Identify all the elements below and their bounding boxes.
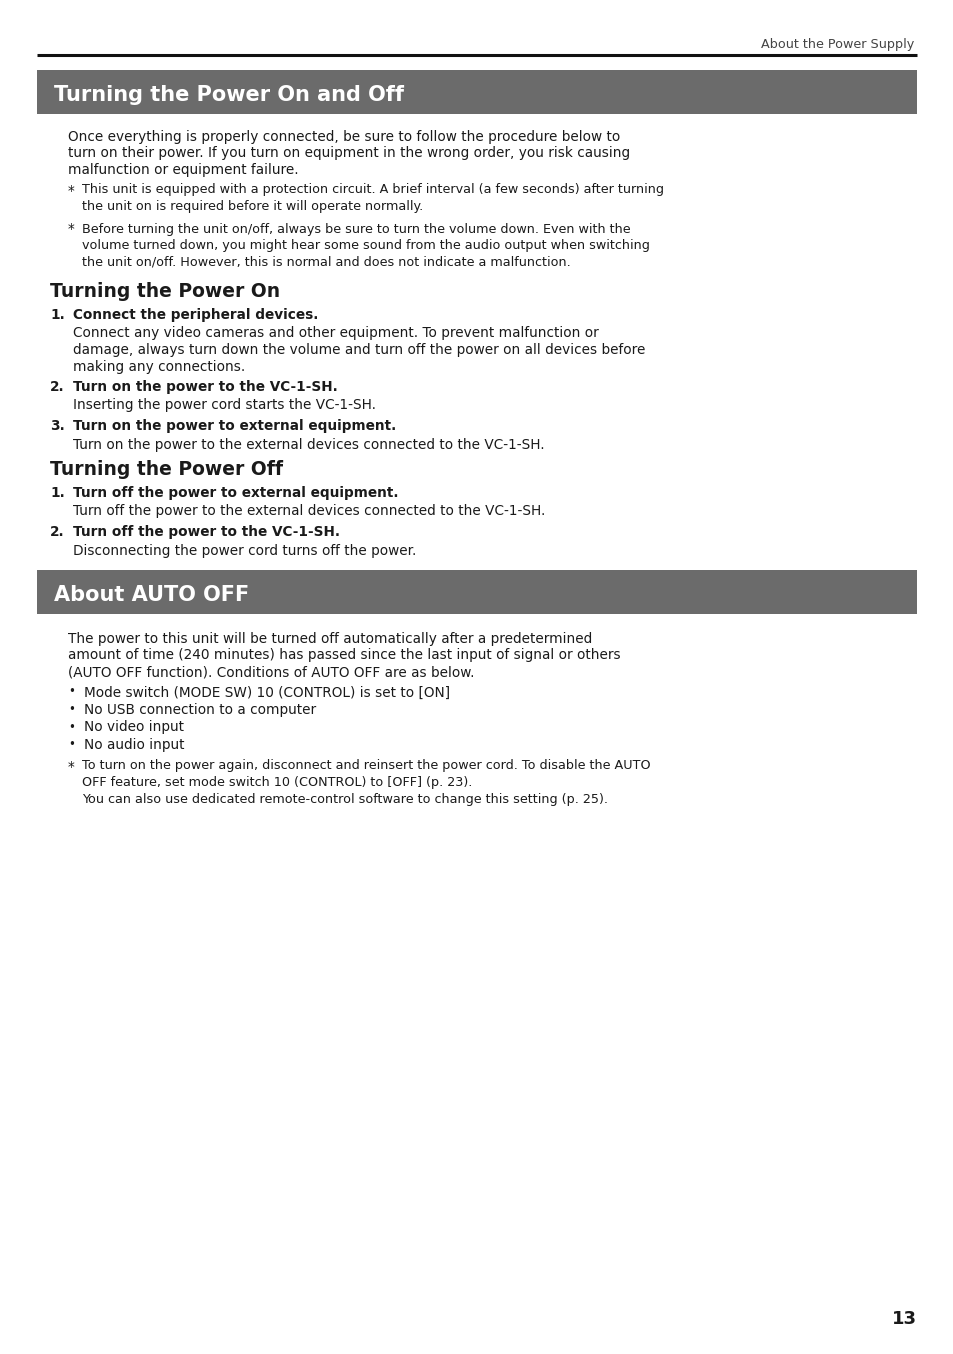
Text: •: • xyxy=(68,703,74,716)
Text: OFF feature, set mode switch 10 (CONTROL) to [OFF] (p. 23).: OFF feature, set mode switch 10 (CONTROL… xyxy=(82,776,472,789)
Text: Turning the Power On: Turning the Power On xyxy=(50,282,280,301)
Text: No audio input: No audio input xyxy=(84,738,184,751)
Text: Once everything is properly connected, be sure to follow the procedure below to: Once everything is properly connected, b… xyxy=(68,130,619,144)
Text: Turn off the power to the external devices connected to the VC-1-SH.: Turn off the power to the external devic… xyxy=(73,505,545,519)
Text: 1.: 1. xyxy=(50,307,65,322)
Text: Turn on the power to external equipment.: Turn on the power to external equipment. xyxy=(73,418,395,433)
Text: You can also use dedicated remote-control software to change this setting (p. 25: You can also use dedicated remote-contro… xyxy=(82,792,607,806)
Bar xyxy=(37,570,916,613)
Text: •: • xyxy=(68,738,74,751)
Text: damage, always turn down the volume and turn off the power on all devices before: damage, always turn down the volume and … xyxy=(73,343,644,357)
Text: the unit on is required before it will operate normally.: the unit on is required before it will o… xyxy=(82,200,423,213)
Bar xyxy=(37,70,916,114)
Text: Turn on the power to the VC-1-SH.: Turn on the power to the VC-1-SH. xyxy=(73,380,337,394)
Text: Turn off the power to the VC-1-SH.: Turn off the power to the VC-1-SH. xyxy=(73,525,339,539)
Text: •: • xyxy=(68,720,74,734)
Text: This unit is equipped with a protection circuit. A brief interval (a few seconds: This unit is equipped with a protection … xyxy=(82,184,663,196)
Text: 2.: 2. xyxy=(50,525,65,539)
Text: turn on their power. If you turn on equipment in the wrong order, you risk causi: turn on their power. If you turn on equi… xyxy=(68,146,630,161)
Text: Connect the peripheral devices.: Connect the peripheral devices. xyxy=(73,307,318,322)
Text: About AUTO OFF: About AUTO OFF xyxy=(54,585,249,605)
Text: Turning the Power Off: Turning the Power Off xyxy=(50,460,283,479)
Text: Mode switch (MODE SW) 10 (CONTROL) is set to [ON]: Mode switch (MODE SW) 10 (CONTROL) is se… xyxy=(84,685,450,700)
Text: Turn off the power to external equipment.: Turn off the power to external equipment… xyxy=(73,486,398,500)
Text: Inserting the power cord starts the VC-1-SH.: Inserting the power cord starts the VC-1… xyxy=(73,398,375,413)
Text: volume turned down, you might hear some sound from the audio output when switchi: volume turned down, you might hear some … xyxy=(82,240,649,252)
Text: To turn on the power again, disconnect and reinsert the power cord. To disable t: To turn on the power again, disconnect a… xyxy=(82,760,650,773)
Text: 13: 13 xyxy=(891,1311,916,1328)
Text: Turning the Power On and Off: Turning the Power On and Off xyxy=(54,85,403,106)
Text: (AUTO OFF function). Conditions of AUTO OFF are as below.: (AUTO OFF function). Conditions of AUTO … xyxy=(68,665,474,678)
Text: making any connections.: making any connections. xyxy=(73,360,245,374)
Text: *: * xyxy=(68,760,74,773)
Text: 2.: 2. xyxy=(50,380,65,394)
Text: *: * xyxy=(68,222,74,237)
Text: amount of time (240 minutes) has passed since the last input of signal or others: amount of time (240 minutes) has passed … xyxy=(68,649,620,662)
Text: *: * xyxy=(68,184,74,198)
Text: 1.: 1. xyxy=(50,486,65,500)
Text: the unit on/off. However, this is normal and does not indicate a malfunction.: the unit on/off. However, this is normal… xyxy=(82,256,570,268)
Text: Disconnecting the power cord turns off the power.: Disconnecting the power cord turns off t… xyxy=(73,543,416,558)
Text: No video input: No video input xyxy=(84,720,184,734)
Text: No USB connection to a computer: No USB connection to a computer xyxy=(84,703,315,718)
Text: About the Power Supply: About the Power Supply xyxy=(760,38,913,51)
Text: Before turning the unit on/off, always be sure to turn the volume down. Even wit: Before turning the unit on/off, always b… xyxy=(82,222,630,236)
Text: 3.: 3. xyxy=(50,418,65,433)
Text: The power to this unit will be turned off automatically after a predetermined: The power to this unit will be turned of… xyxy=(68,632,592,646)
Text: •: • xyxy=(68,685,74,699)
Text: Turn on the power to the external devices connected to the VC-1-SH.: Turn on the power to the external device… xyxy=(73,437,544,451)
Text: Connect any video cameras and other equipment. To prevent malfunction or: Connect any video cameras and other equi… xyxy=(73,326,598,340)
Text: malfunction or equipment failure.: malfunction or equipment failure. xyxy=(68,162,298,177)
